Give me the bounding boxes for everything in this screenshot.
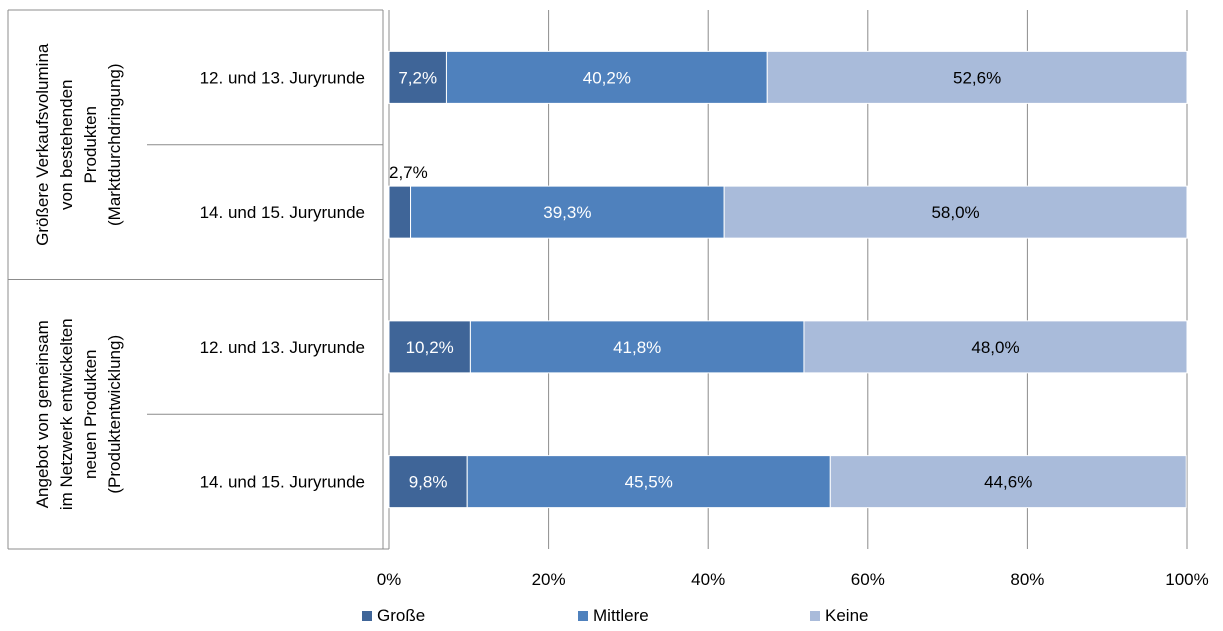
- data-labels: 7,2% 40,2% 52,6% 2,7% 39,3% 58,0% 10,2% 41,8% 48…: [389, 68, 1032, 491]
- data-label: 52,6%: [953, 68, 1001, 87]
- x-tick-labels: 0% 20% 40% 60% 80% 100%: [377, 570, 1209, 589]
- group-label-line: Angebot von gemeinsam: [33, 320, 52, 508]
- group-label-line: von bestehenden: [57, 80, 76, 210]
- legend: Große Mittlere Keine: [362, 606, 868, 625]
- category-table: [7, 9, 384, 550]
- legend-swatch: [578, 611, 588, 621]
- bar-segments: [388, 50, 1188, 509]
- x-tick-label: 100%: [1165, 570, 1208, 589]
- bar-segment-große: [388, 455, 468, 509]
- bar-segment-mittlere: [469, 320, 805, 374]
- x-tick-label: 40%: [691, 570, 725, 589]
- legend-swatch: [810, 611, 820, 621]
- data-label: 45,5%: [625, 473, 673, 492]
- category-label: 14. und 15. Juryrunde: [200, 203, 365, 222]
- data-label: 9,8%: [409, 473, 448, 492]
- data-label: 41,8%: [613, 338, 661, 357]
- data-label: 58,0%: [931, 203, 979, 222]
- data-label: 7,2%: [398, 68, 437, 87]
- bar-segment-keine: [723, 185, 1188, 239]
- data-label: 48,0%: [971, 338, 1019, 357]
- category-label: 12. und 13. Juryrunde: [200, 68, 365, 87]
- x-tick-label: 0%: [377, 570, 402, 589]
- legend-swatch: [362, 611, 372, 621]
- group-label-line: im Netzwerk entwickelten: [57, 318, 76, 510]
- bar-segment-keine: [829, 455, 1187, 509]
- data-label: 39,3%: [543, 203, 591, 222]
- x-tick-label: 80%: [1010, 570, 1044, 589]
- category-label: 14. und 15. Juryrunde: [200, 473, 365, 492]
- data-label: 2,7%: [389, 163, 428, 182]
- x-tick-label: 60%: [851, 570, 885, 589]
- group-label-line: Größere Verkaufsvolumina: [33, 43, 52, 246]
- legend-label: Keine: [825, 606, 868, 625]
- group-label-line: (Produktentwicklung): [105, 335, 124, 494]
- x-tick-label: 20%: [532, 570, 566, 589]
- legend-label: Mittlere: [593, 606, 649, 625]
- data-label: 44,6%: [984, 473, 1032, 492]
- bar-segment-mittlere: [466, 455, 831, 509]
- category-label: 12. und 13. Juryrunde: [200, 338, 365, 357]
- data-label: 40,2%: [583, 68, 631, 87]
- bar-segment-keine: [766, 50, 1188, 104]
- group-label-line: neuen Produkten: [81, 350, 100, 480]
- group-label-line: Produkten: [81, 106, 100, 184]
- group-label-line: (Marktdurchdringung): [105, 63, 124, 226]
- bar-segment-keine: [803, 320, 1188, 374]
- bar-segment-große: [388, 185, 412, 239]
- data-label: 10,2%: [406, 338, 454, 357]
- legend-label: Große: [377, 606, 425, 625]
- category-labels: Größere Verkaufsvolumina von bestehenden P…: [33, 43, 365, 510]
- bar-segment-große: [388, 320, 471, 374]
